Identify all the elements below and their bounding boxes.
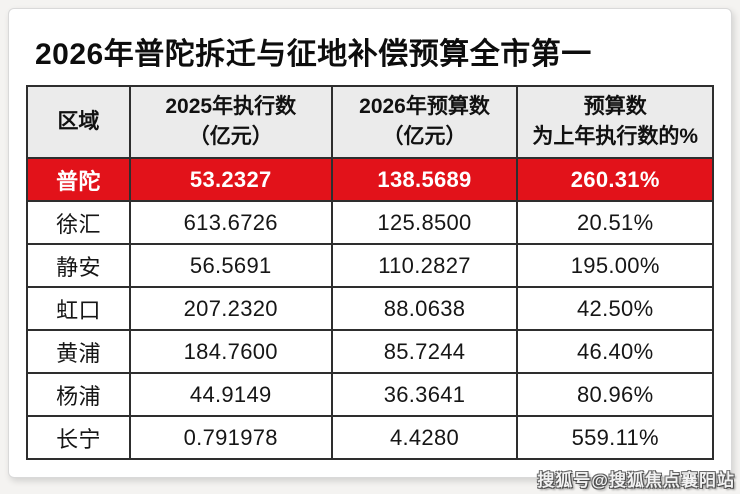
cell-region: 长宁 [26, 415, 131, 460]
col-header-budget-2026-line2: （亿元） [382, 125, 467, 148]
col-header-budget-2026: 2026年预算数 （亿元） [330, 85, 519, 159]
cell-budget-2026: 4.4280 [330, 415, 519, 460]
col-header-exec-2025-line1: 2025年执行数 [165, 94, 297, 118]
cell-pct: 20.51% [516, 200, 714, 245]
cell-region: 杨浦 [26, 372, 131, 417]
table-row-xuhui: 徐汇 613.6726 125.8500 20.51% [26, 200, 714, 245]
col-header-pct: 预算数 为上年执行数的% [516, 85, 714, 159]
table-row-changning: 长宁 0.791978 4.4280 559.11% [26, 415, 714, 460]
cell-region: 虹口 [26, 286, 131, 331]
cell-exec-2025: 613.6726 [128, 200, 333, 245]
table-header-row: 区域 2025年执行数 （亿元） 2026年预算数 （亿元） 预算数 为上年执行… [26, 85, 714, 159]
watermark: 搜狐号@搜狐焦点襄阳站 [537, 471, 735, 490]
cell-region: 静安 [26, 243, 131, 288]
col-header-budget-2026-line1: 2026年预算数 [359, 94, 490, 118]
table-row-yangpu: 杨浦 44.9149 36.3641 80.96% [26, 372, 714, 417]
cell-exec-2025: 56.5691 [128, 243, 333, 288]
cell-budget-2026: 138.5689 [330, 157, 519, 202]
cell-budget-2026: 85.7244 [330, 329, 519, 374]
table-row-hongkou: 虹口 207.2320 88.0638 42.50% [26, 286, 714, 331]
content-card: 2026年普陀拆迁与征地补偿预算全市第一 区域 2025年执行数 （亿元） 20… [8, 8, 732, 478]
cell-budget-2026: 36.3641 [330, 372, 519, 417]
cell-pct: 46.40% [516, 329, 714, 374]
col-header-pct-line1: 预算数 [583, 94, 647, 118]
col-header-region-label: 区域 [57, 109, 100, 133]
cell-pct: 42.50% [516, 286, 714, 331]
cell-pct: 260.31% [516, 157, 714, 202]
cell-exec-2025: 207.2320 [128, 286, 333, 331]
table-row-jingan: 静安 56.5691 110.2827 195.00% [26, 243, 714, 288]
col-header-exec-2025: 2025年执行数 （亿元） [128, 85, 333, 159]
cell-pct: 80.96% [516, 372, 714, 417]
table-row-huangpu: 黄浦 184.7600 85.7244 46.40% [26, 329, 714, 374]
cell-budget-2026: 125.8500 [330, 200, 519, 245]
col-header-region: 区域 [26, 85, 131, 159]
col-header-pct-line2: 为上年执行数的% [532, 125, 699, 148]
cell-region: 徐汇 [26, 200, 131, 245]
cell-region: 黄浦 [26, 329, 131, 374]
cell-exec-2025: 53.2327 [128, 157, 333, 202]
budget-table: 区域 2025年执行数 （亿元） 2026年预算数 （亿元） 预算数 为上年执行… [26, 85, 714, 460]
cell-region: 普陀 [26, 157, 131, 202]
col-header-exec-2025-line2: （亿元） [188, 125, 273, 148]
cell-pct: 559.11% [516, 415, 714, 460]
cell-exec-2025: 0.791978 [128, 415, 333, 460]
page-title: 2026年普陀拆迁与征地补偿预算全市第一 [35, 38, 592, 71]
cell-budget-2026: 110.2827 [330, 243, 519, 288]
cell-exec-2025: 184.7600 [128, 329, 333, 374]
cell-pct: 195.00% [516, 243, 714, 288]
cell-budget-2026: 88.0638 [330, 286, 519, 331]
table-row-putuo: 普陀 53.2327 138.5689 260.31% [26, 157, 714, 202]
cell-exec-2025: 44.9149 [128, 372, 333, 417]
